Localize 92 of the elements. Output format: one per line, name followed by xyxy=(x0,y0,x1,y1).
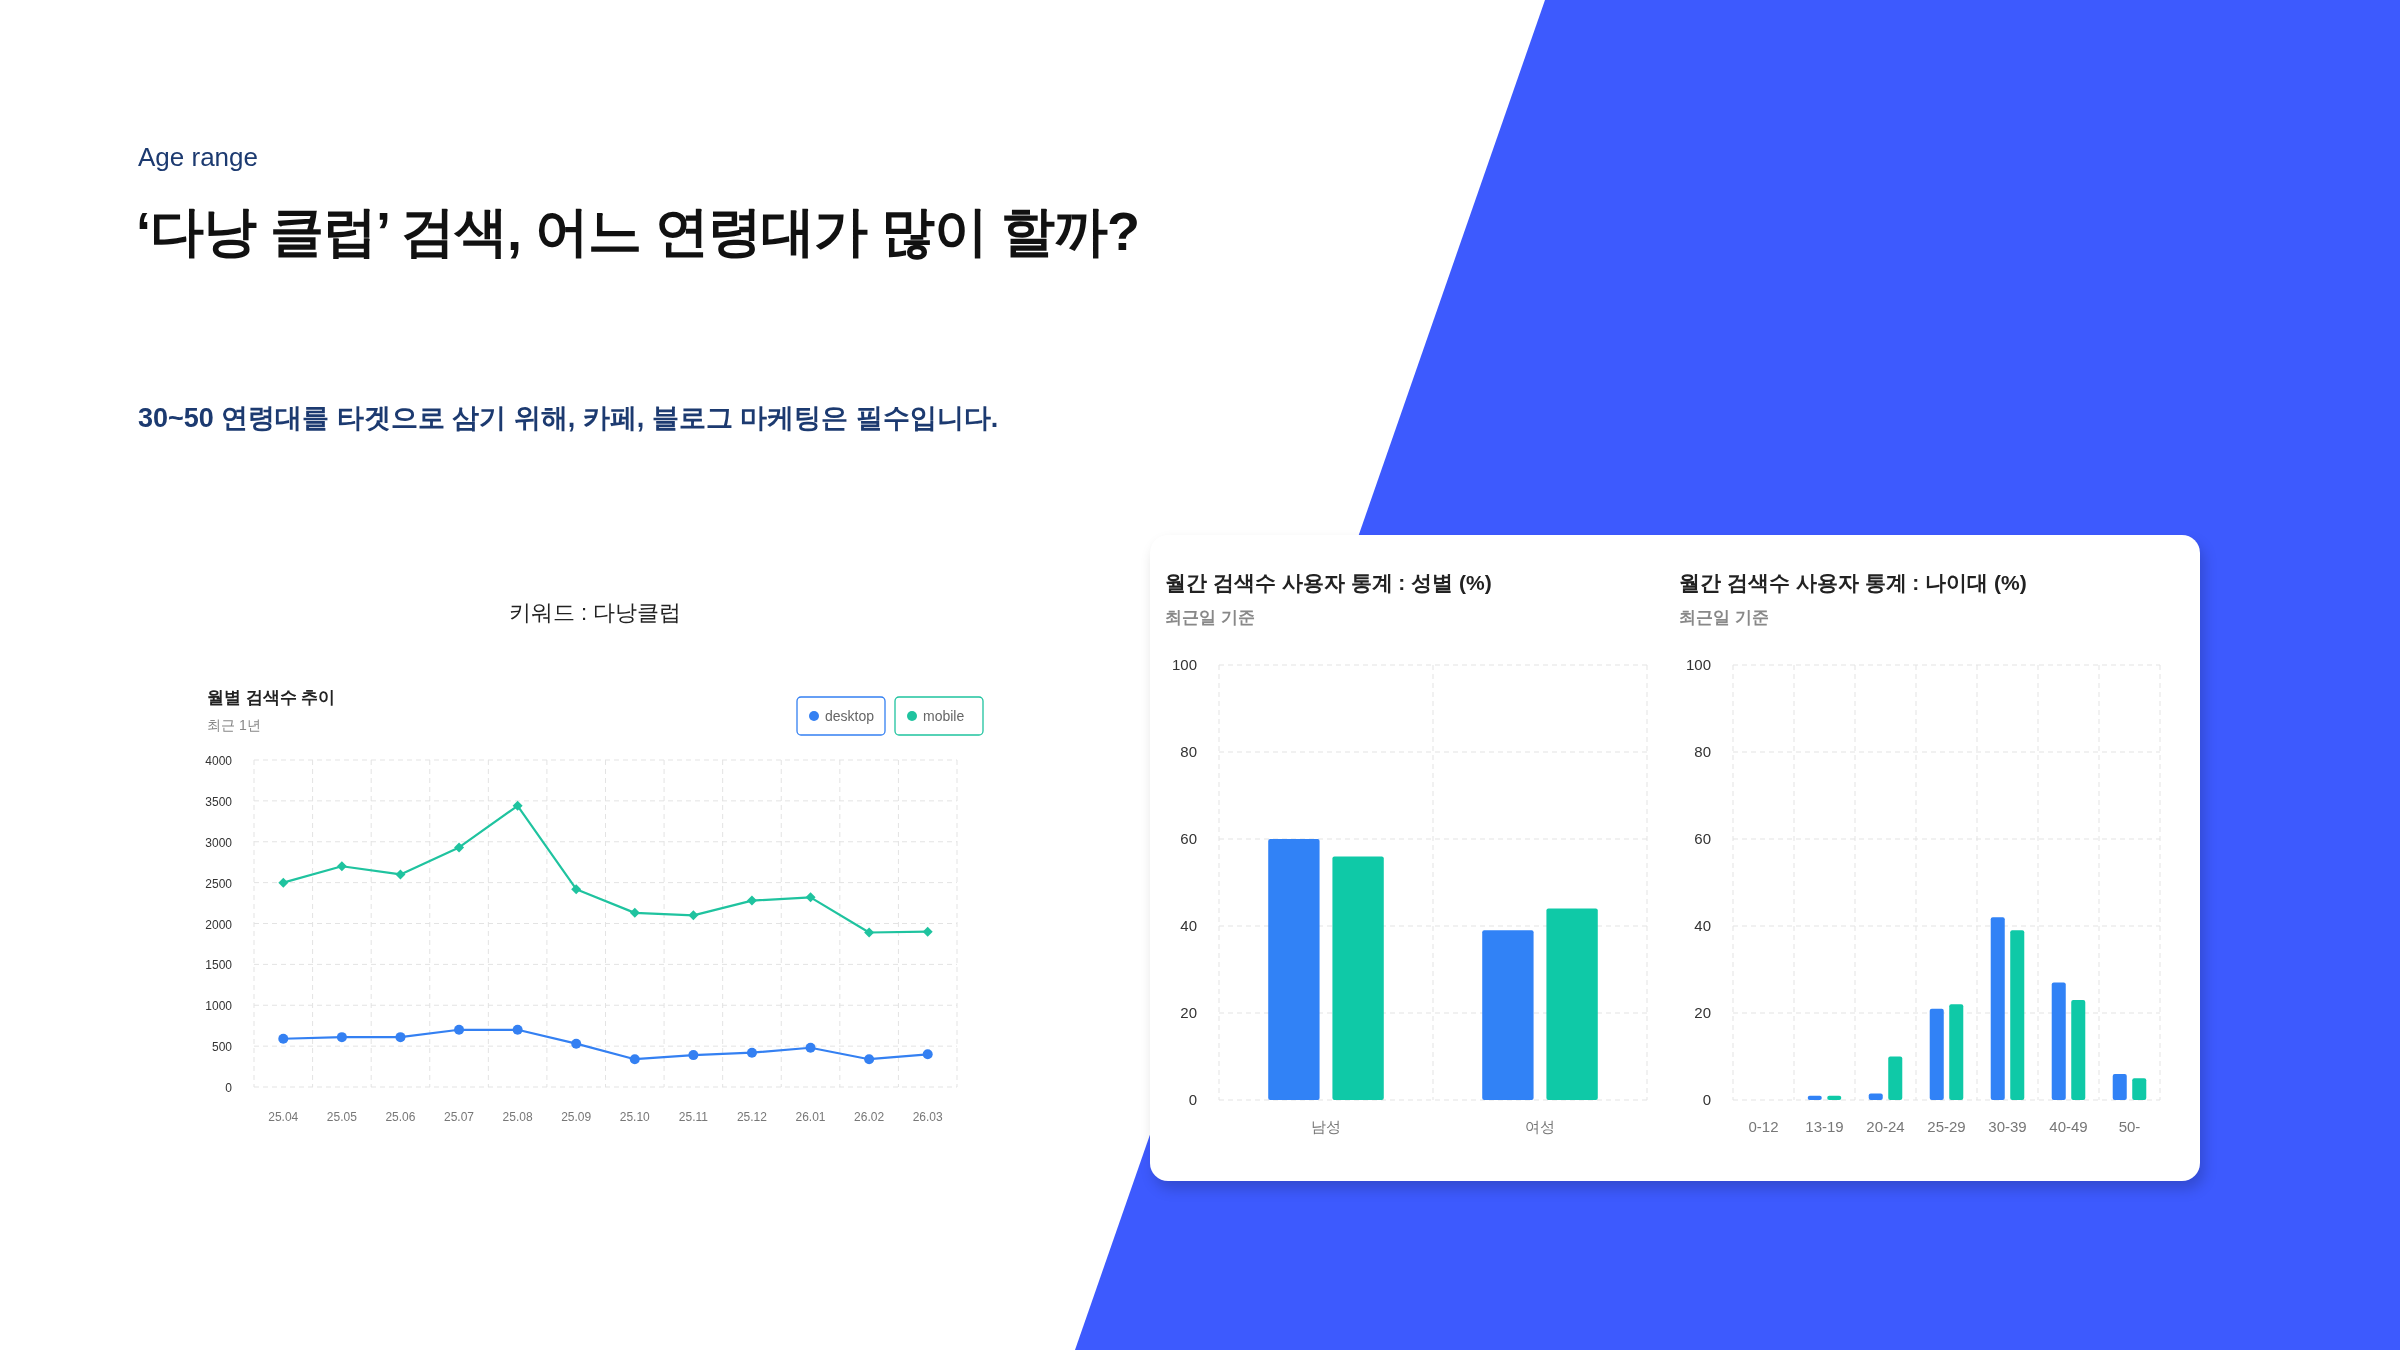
x-tick-label: 30-39 xyxy=(1988,1118,2027,1135)
bar xyxy=(1268,839,1320,1100)
chart-subtitle: 최근 1년 xyxy=(207,717,261,733)
x-tick-label: 25.12 xyxy=(736,1110,768,1124)
point xyxy=(805,892,816,903)
x-tick-label: 50- xyxy=(2118,1118,2141,1135)
point xyxy=(746,895,757,906)
point xyxy=(746,1047,757,1058)
bar xyxy=(1482,930,1534,1100)
chart-title: 월간 검색수 사용자 통계 : 나이대 (%) xyxy=(1679,571,2027,594)
y-tick-label: 20 xyxy=(1694,1004,1711,1021)
chart-subtitle: 최근일 기준 xyxy=(1679,608,1769,627)
text: 키워드 : 다낭클럽 xyxy=(508,600,682,625)
chart-title: 월간 검색수 사용자 통계 : 성별 (%) xyxy=(1165,571,1492,594)
y-tick-label: 80 xyxy=(1180,743,1197,760)
bar xyxy=(1949,1004,1964,1100)
bar xyxy=(1868,1093,1883,1100)
x-tick-label: 26.02 xyxy=(854,1110,885,1124)
x-tick-label: 0-12 xyxy=(1748,1118,1779,1135)
point xyxy=(629,1054,640,1065)
legend-label: desktop xyxy=(825,708,875,724)
x-tick-label: 25-29 xyxy=(1927,1118,1966,1135)
y-tick-label: 40 xyxy=(1180,917,1197,934)
y-tick-label: 500 xyxy=(211,1040,233,1055)
point xyxy=(454,842,465,853)
x-tick-label: 25.05 xyxy=(326,1110,358,1124)
point xyxy=(571,884,582,895)
chart-subtitle: 최근일 기준 xyxy=(1165,608,1255,627)
x-tick-label: 25.11 xyxy=(678,1110,709,1124)
y-tick-label: 3500 xyxy=(205,794,233,809)
text: ‘다낭 클럽’ 검색, 어느 연령대가 많이 할까? xyxy=(136,201,1140,261)
y-tick-label: 80 xyxy=(1694,743,1711,760)
point xyxy=(395,869,406,880)
point xyxy=(922,1049,933,1060)
point xyxy=(629,907,640,918)
x-tick-label: 20-24 xyxy=(1866,1118,1905,1135)
point xyxy=(278,877,289,888)
y-tick-label: 1500 xyxy=(205,958,233,973)
point xyxy=(336,861,347,872)
y-tick-label: 60 xyxy=(1694,830,1711,847)
x-tick-label: 25.04 xyxy=(268,1110,299,1124)
x-tick-label: 25.08 xyxy=(502,1110,533,1124)
y-tick-label: 2500 xyxy=(205,876,233,891)
point xyxy=(688,910,699,921)
y-tick-label: 3000 xyxy=(205,835,233,850)
y-tick-label: 100 xyxy=(1171,656,1197,673)
bar xyxy=(2051,982,2066,1100)
bar xyxy=(2071,999,2086,1100)
bar xyxy=(1546,908,1598,1100)
bar xyxy=(2010,930,2025,1100)
bar xyxy=(1929,1008,1944,1100)
point xyxy=(512,1024,523,1035)
x-tick-label: 25.10 xyxy=(619,1110,651,1124)
point xyxy=(688,1050,699,1061)
y-tick-label: 2000 xyxy=(205,917,233,932)
bar xyxy=(1332,856,1384,1100)
point xyxy=(571,1038,582,1049)
legend-label: mobile xyxy=(923,708,965,724)
y-tick-label: 4000 xyxy=(205,754,233,768)
x-tick-label: 25.07 xyxy=(444,1110,475,1124)
point xyxy=(864,927,875,938)
point xyxy=(336,1032,347,1043)
point xyxy=(454,1024,465,1035)
y-tick-label: 0 xyxy=(1702,1091,1711,1108)
y-tick-label: 60 xyxy=(1180,830,1197,847)
y-tick-label: 0 xyxy=(1188,1091,1197,1108)
text: Age range xyxy=(138,142,258,172)
x-tick-label: 25.06 xyxy=(385,1110,416,1124)
point xyxy=(805,1042,816,1053)
x-tick-label: 26.01 xyxy=(795,1110,826,1124)
bar xyxy=(1888,1056,1903,1100)
x-tick-label: 여성 xyxy=(1525,1118,1555,1135)
x-tick-label: 40-49 xyxy=(2049,1118,2088,1135)
bar xyxy=(2132,1078,2147,1100)
bar xyxy=(1990,917,2005,1100)
point xyxy=(864,1054,875,1065)
y-tick-label: 1000 xyxy=(205,999,233,1014)
point xyxy=(512,800,523,811)
text: 30~50 연령대를 타겟으로 삼기 위해, 카페, 블로그 마케팅은 필수입니다. xyxy=(138,403,999,433)
y-tick-label: 20 xyxy=(1180,1004,1197,1021)
point xyxy=(278,1033,289,1044)
x-tick-label: 13-19 xyxy=(1805,1118,1844,1135)
point xyxy=(922,926,933,937)
y-tick-label: 0 xyxy=(225,1081,233,1095)
y-tick-label: 40 xyxy=(1694,917,1711,934)
x-tick-label: 남성 xyxy=(1311,1118,1341,1135)
chart-title: 월별 검색수 추이 xyxy=(207,688,336,707)
x-tick-label: 25.09 xyxy=(561,1110,592,1124)
x-tick-label: 26.03 xyxy=(912,1110,944,1124)
bar xyxy=(2112,1073,2127,1100)
point xyxy=(395,1032,406,1043)
y-tick-label: 100 xyxy=(1685,656,1711,673)
